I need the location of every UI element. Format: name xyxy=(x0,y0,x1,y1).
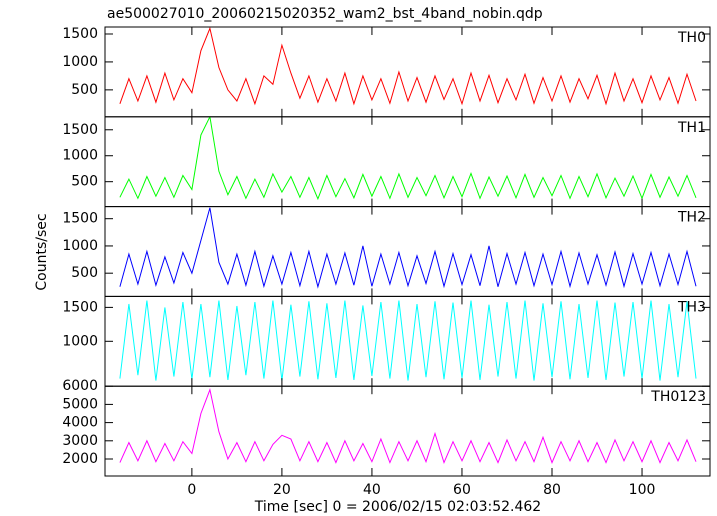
panel xyxy=(119,300,697,381)
y-tick-label: 4000 xyxy=(62,415,98,431)
data-line xyxy=(119,27,697,106)
y-tick-label: 500 xyxy=(71,265,98,281)
y-axis-label: Counts/sec xyxy=(34,213,50,290)
y-tick-label: 2000 xyxy=(62,451,98,467)
y-tick-label: 500 xyxy=(71,174,98,190)
y-tick-label: 1000 xyxy=(62,333,98,349)
y-tick-label: 1000 xyxy=(62,148,98,164)
panel-frame xyxy=(104,26,711,118)
y-tick-label: 5000 xyxy=(62,396,98,412)
panel xyxy=(119,116,697,201)
y-tick-label: 1500 xyxy=(62,26,98,42)
x-tick-label: 20 xyxy=(273,482,291,498)
panel-label: TH3 xyxy=(677,299,706,315)
panel-label: TH2 xyxy=(677,210,706,226)
y-tick-label: 500 xyxy=(71,82,98,98)
panel-frame xyxy=(104,385,711,477)
panel-frame xyxy=(104,116,711,208)
y-tick-label: 1000 xyxy=(62,238,98,254)
x-tick-label: 100 xyxy=(629,482,656,498)
panel-label: TH0123 xyxy=(650,389,706,405)
panel xyxy=(119,207,697,289)
x-tick-label: 0 xyxy=(187,482,196,498)
x-tick-label: 60 xyxy=(453,482,471,498)
x-tick-label: 80 xyxy=(543,482,561,498)
data-line xyxy=(119,388,697,465)
y-tick-label: 1000 xyxy=(62,54,98,70)
chart-title: ae500027010_20060215020352_wam2_bst_4ban… xyxy=(107,6,543,22)
data-line xyxy=(119,207,697,289)
y-tick-label: 1500 xyxy=(62,299,98,315)
panel-label: TH0 xyxy=(677,30,706,46)
panel-label: TH1 xyxy=(677,120,706,136)
x-axis-label: Time [sec] 0 = 2006/02/15 02:03:52.462 xyxy=(254,499,541,515)
y-tick-label: 1500 xyxy=(62,211,98,227)
panel xyxy=(119,388,697,465)
y-tick-label: 1500 xyxy=(62,122,98,138)
data-line xyxy=(119,116,697,201)
panel xyxy=(119,27,697,106)
x-tick-label: 40 xyxy=(363,482,381,498)
y-tick-label: 6000 xyxy=(62,378,98,394)
data-line xyxy=(119,300,697,381)
y-tick-label: 3000 xyxy=(62,433,98,449)
